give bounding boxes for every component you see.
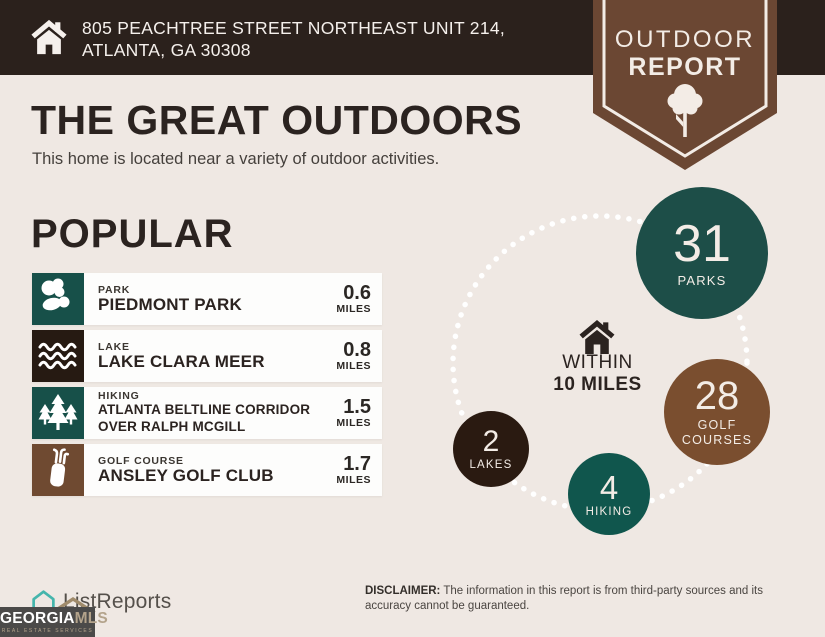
popular-heading: POPULAR	[31, 212, 234, 256]
popular-list: PARK PIEDMONT PARK 0.6 MILES LAKE LAKE C…	[32, 273, 382, 501]
golf-count: 28	[694, 374, 740, 418]
item-distance-unit: MILES	[336, 474, 371, 486]
item-name: ATLANTA BELTLINE CORRIDOR OVER RALPH MCG…	[98, 402, 311, 434]
item-name: ANSLEY GOLF CLUB	[98, 465, 274, 485]
list-item-lake: LAKE LAKE CLARA MEER 0.8 MILES	[32, 330, 382, 382]
item-category: PARK	[98, 283, 131, 296]
golf-bag-icon	[32, 444, 84, 496]
home-icon	[31, 19, 67, 55]
listreports-logo-text: ListReports	[63, 589, 172, 613]
item-distance-unit: MILES	[336, 303, 371, 315]
page-subtitle: This home is located near a variety of o…	[32, 150, 440, 168]
dotted-radius-ring	[450, 213, 750, 513]
disclaimer-label: DISCLAIMER:	[365, 585, 441, 597]
item-name: PIEDMONT PARK	[98, 294, 242, 314]
radius-value-label: 10 MILES	[553, 374, 642, 395]
georgiamls-logo: GEORGIAMLS REAL ESTATE SERVICES	[0, 607, 108, 637]
badge-title: OUTDOOR REPORT	[593, 26, 777, 82]
disclaimer: DISCLAIMER: The information in this repo…	[365, 584, 793, 614]
outdoor-report-badge: OUTDOOR REPORT	[593, 0, 777, 172]
park-icon	[32, 273, 84, 325]
item-category: LAKE	[98, 340, 130, 353]
golf-label: GOLF COURSES	[681, 418, 753, 447]
parks-count: 31	[673, 215, 731, 273]
hiking-label: HIKING	[585, 505, 633, 518]
hiking-count-bubble: 4 HIKING	[568, 453, 650, 535]
home-icon	[579, 320, 615, 354]
lakes-label: LAKES	[469, 459, 513, 471]
item-category: HIKING	[98, 390, 140, 403]
page-title: THE GREAT OUTDOORS	[31, 97, 523, 143]
item-distance: 1.5	[343, 396, 371, 418]
tree-icon	[667, 84, 703, 137]
parks-count-bubble: 31 PARKS	[636, 187, 768, 319]
item-name: LAKE CLARA MEER	[98, 351, 265, 371]
golf-count-bubble: 28 GOLF COURSES	[664, 359, 770, 465]
mls-tagline: REAL ESTATE SERVICES	[1, 627, 94, 634]
pine-trees-icon	[32, 387, 84, 439]
radius-center-label: WITHIN 10 MILES	[520, 352, 675, 396]
item-distance-unit: MILES	[336, 417, 371, 429]
badge-title-line2: REPORT	[628, 53, 742, 81]
item-category: GOLF COURSE	[98, 454, 184, 467]
disclaimer-text: The information in this report is from t…	[365, 585, 763, 612]
item-distance-unit: MILES	[336, 360, 371, 372]
mls-name-part2: MLS	[74, 610, 108, 627]
hiking-count: 4	[599, 468, 619, 506]
parks-label: PARKS	[677, 273, 727, 288]
list-item-hiking: HIKING ATLANTA BELTLINE CORRIDOR OVER RA…	[32, 387, 382, 439]
item-distance: 0.6	[343, 282, 371, 304]
lakes-count-bubble: 2 LAKES	[453, 411, 529, 487]
mls-name-part1: GEORGIA	[0, 610, 75, 627]
item-distance: 0.8	[343, 339, 371, 361]
item-distance: 1.7	[343, 453, 371, 475]
within-label: WITHIN	[562, 352, 633, 373]
list-item-golf: GOLF COURSE ANSLEY GOLF CLUB 1.7 MILES	[32, 444, 382, 496]
list-item-park: PARK PIEDMONT PARK 0.6 MILES	[32, 273, 382, 325]
badge-title-line1: OUTDOOR	[614, 26, 756, 53]
property-address: 805 PEACHTREE STREET NORTHEAST UNIT 214,…	[82, 18, 506, 61]
pennant-shape	[593, 0, 777, 170]
lake-waves-icon	[32, 330, 84, 382]
lakes-count: 2	[482, 425, 500, 458]
